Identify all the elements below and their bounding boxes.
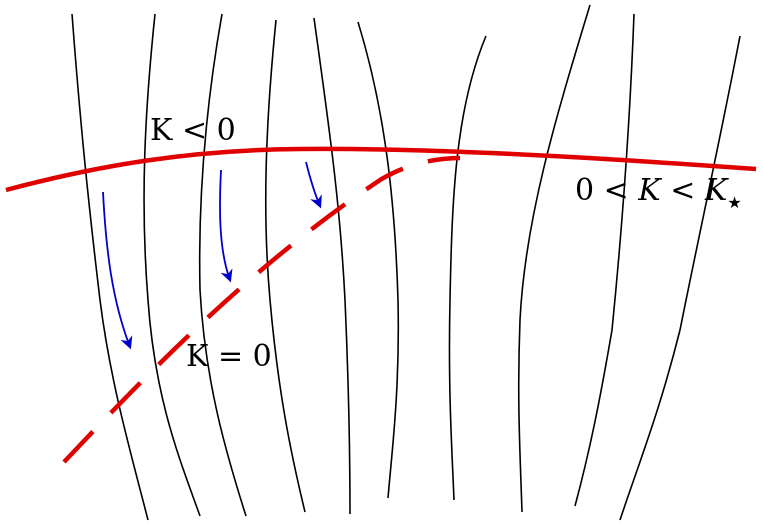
flow-curve: [448, 35, 487, 501]
label-k-zero: K = 0: [186, 339, 272, 374]
flow-curves: [71, 4, 741, 521]
flow-curve: [264, 19, 306, 513]
flow-curve: [357, 21, 400, 499]
flow-curve: [574, 13, 635, 507]
flow-arrow: [219, 169, 233, 283]
flow-arrow: [102, 191, 133, 350]
flow-curve: [71, 13, 149, 521]
flow-curve: [198, 13, 247, 517]
dashed-red-front: [62, 155, 461, 464]
blue-arrows: [102, 161, 322, 350]
flow-curve: [619, 35, 741, 521]
flow-curve: [313, 17, 351, 515]
label-k-between: 0 < K < K★: [575, 173, 742, 212]
label-k-negative: K < 0: [150, 113, 236, 148]
flow-curve: [143, 13, 201, 517]
flow-arrow: [305, 161, 322, 209]
solid-red-front: [5, 146, 757, 193]
flow-curve: [517, 4, 591, 513]
